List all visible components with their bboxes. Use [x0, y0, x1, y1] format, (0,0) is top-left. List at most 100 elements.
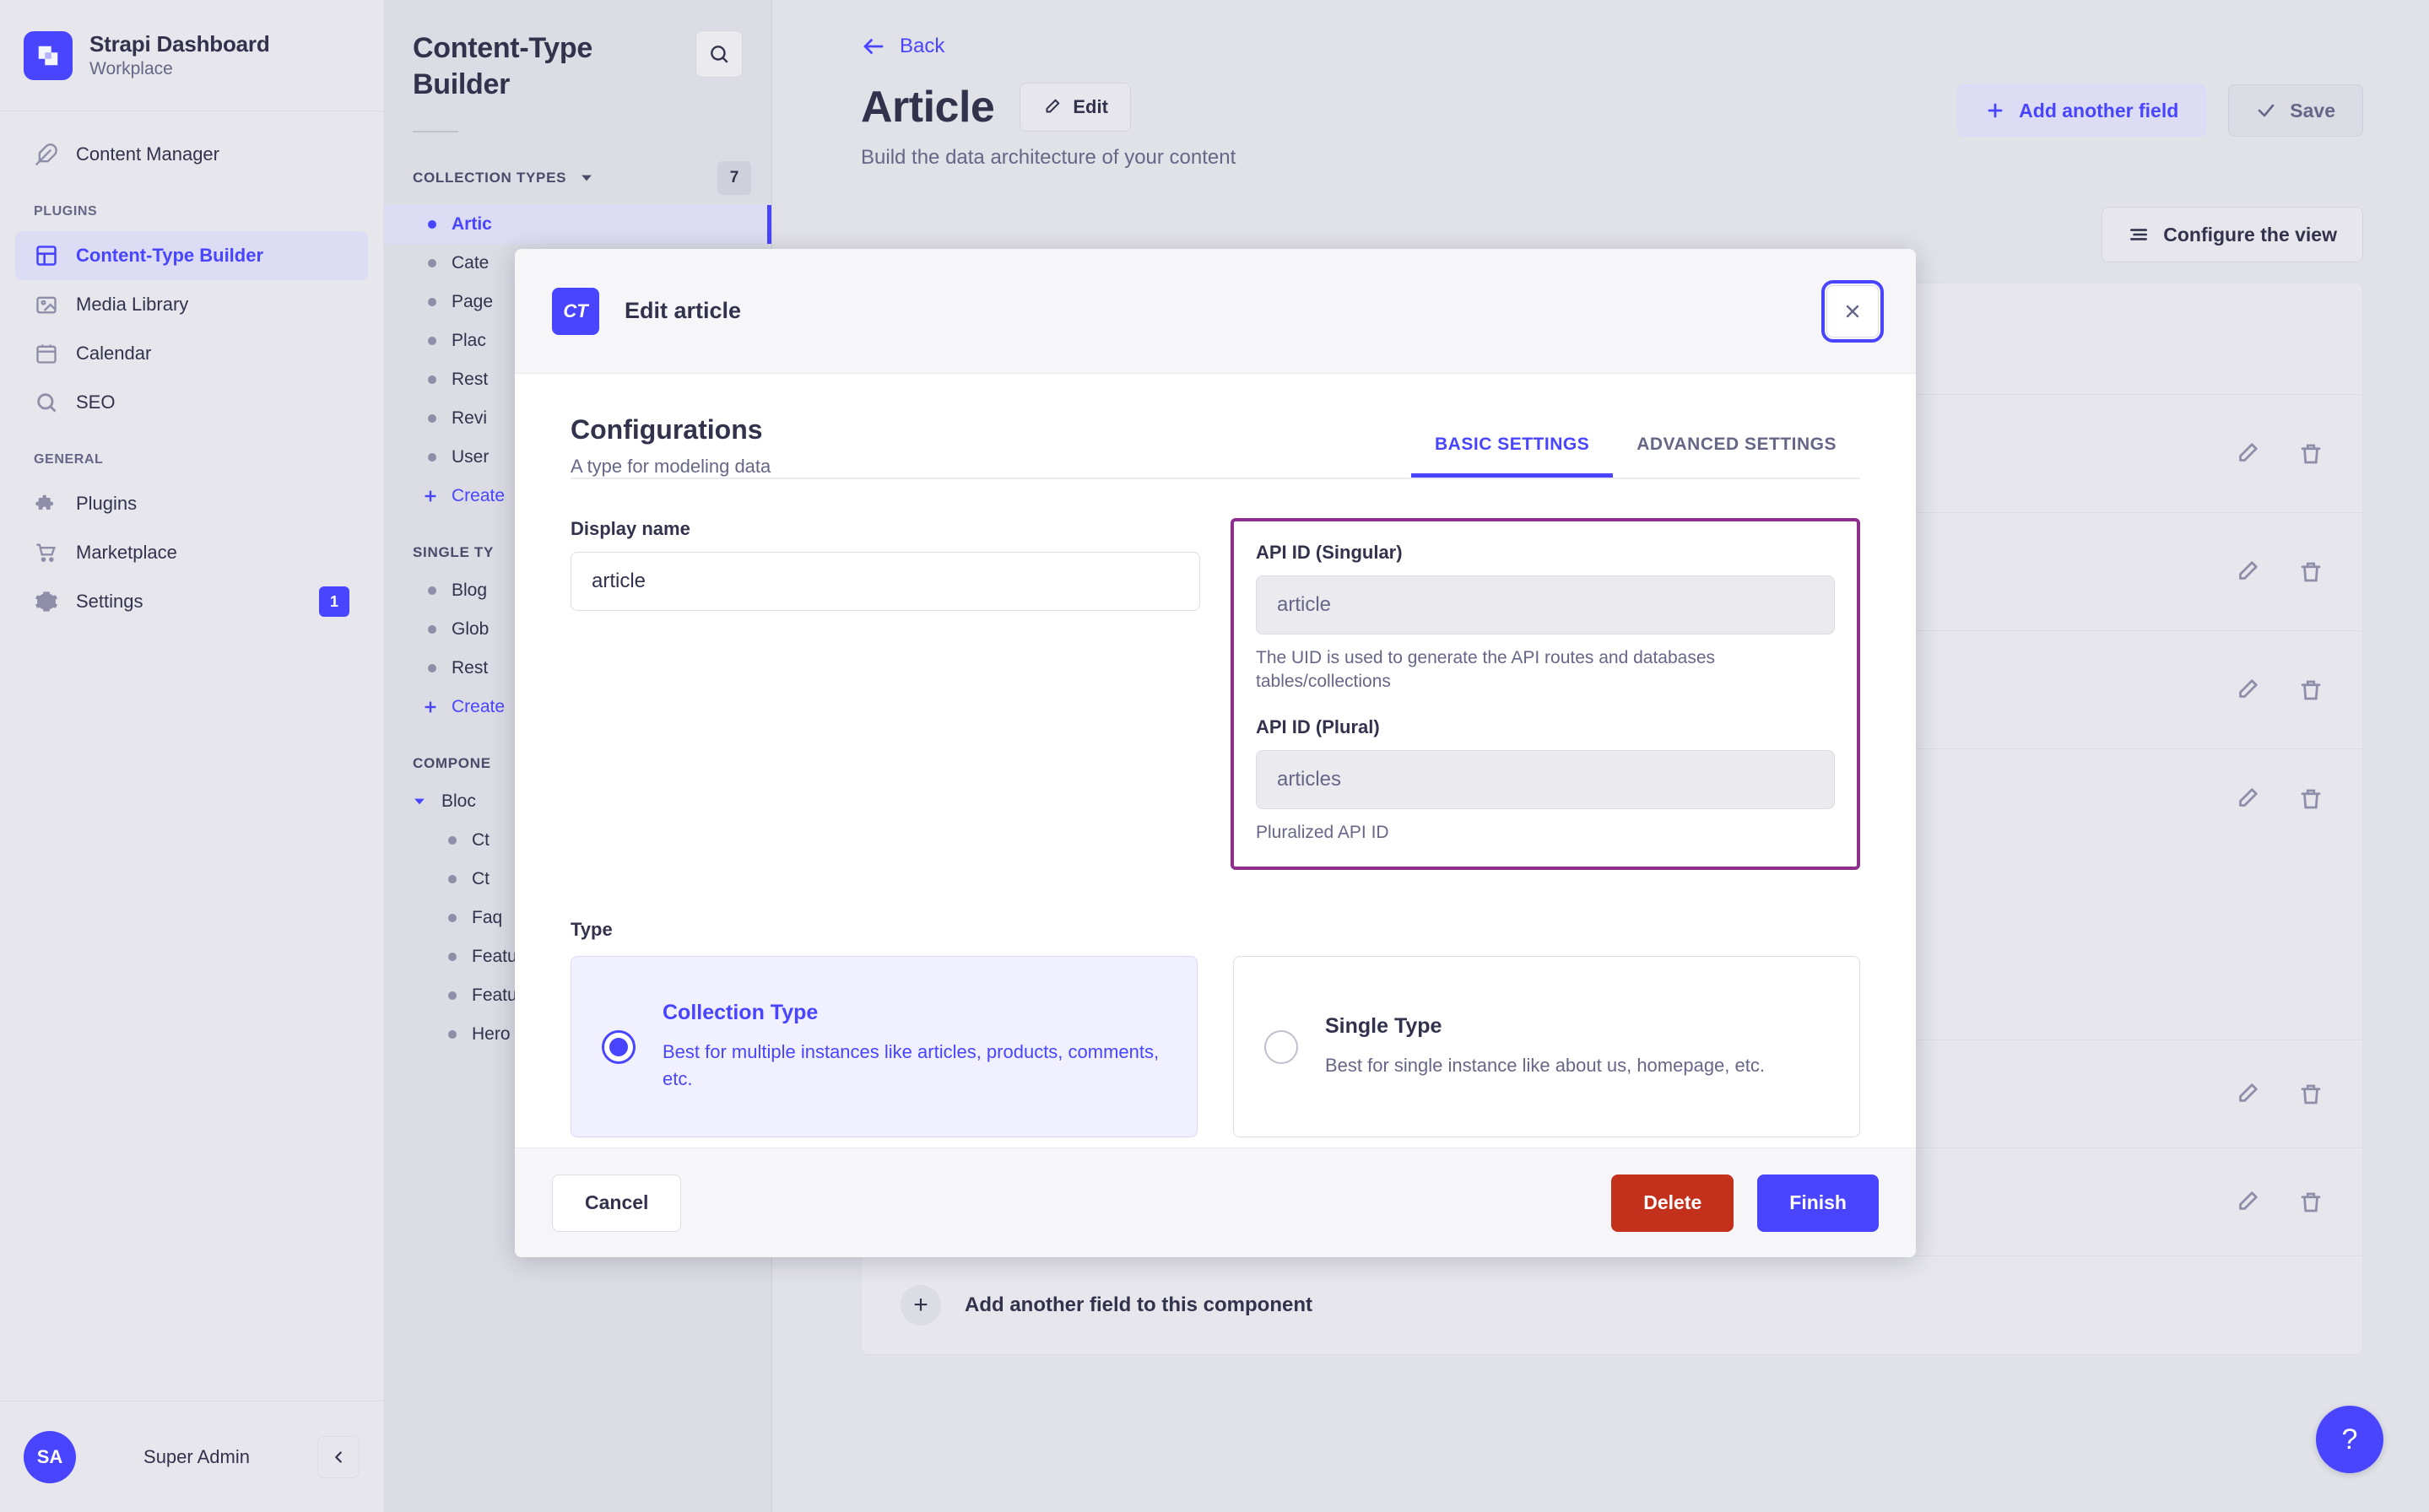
sidebar-item-seo[interactable]: SEO — [15, 378, 368, 427]
sidebar-item-label: Media Library — [76, 294, 189, 315]
api-id-singular-hint: The UID is used to generate the API rout… — [1256, 648, 1716, 692]
settings-tabs: BASIC SETTINGS ADVANCED SETTINGS — [1411, 435, 1860, 478]
trash-icon[interactable] — [2298, 1190, 2324, 1215]
settings-form: Display name API ID (Singular) The UID i… — [571, 518, 1860, 871]
edit-button[interactable]: Edit — [1020, 83, 1131, 132]
ct-item-label: Cate — [452, 253, 490, 273]
ct-group-label: COMPONE — [413, 755, 491, 771]
save-button[interactable]: Save — [2228, 84, 2363, 137]
collapse-sidebar-button[interactable] — [317, 1435, 360, 1478]
display-name-input[interactable] — [571, 552, 1200, 611]
tab-basic-settings[interactable]: BASIC SETTINGS — [1411, 435, 1614, 478]
brand-header: Strapi Dashboard Workplace — [0, 0, 383, 111]
trash-icon[interactable] — [2298, 678, 2324, 703]
ct-item-article[interactable]: Artic — [384, 205, 771, 244]
bullet-icon — [428, 298, 436, 306]
sidebar-item-media-library[interactable]: Media Library — [15, 280, 368, 329]
api-id-singular-input[interactable] — [1256, 575, 1835, 634]
ct-item-label: Ct — [472, 830, 490, 850]
trash-icon[interactable] — [2298, 1082, 2324, 1107]
check-icon — [2256, 100, 2276, 121]
trash-icon[interactable] — [2298, 559, 2324, 585]
api-id-plural-input[interactable] — [1256, 749, 1835, 809]
bullet-icon — [428, 259, 436, 267]
ct-group-count: 7 — [717, 161, 751, 195]
sidebar-item-content-manager[interactable]: Content Manager — [15, 130, 368, 179]
bullet-icon — [428, 414, 436, 423]
search-icon — [708, 43, 730, 65]
ct-group-components[interactable]: COMPONE — [384, 726, 771, 782]
create-link-label: Create — [452, 697, 506, 716]
ct-item-cta-2[interactable]: Ct — [384, 860, 771, 899]
type-option-single-type[interactable]: Single Type Best for single instance lik… — [1233, 956, 1860, 1138]
create-single-type-link[interactable]: Create — [384, 688, 771, 726]
trash-icon[interactable] — [2298, 786, 2324, 812]
ct-component-group-blocks[interactable]: Bloc — [384, 782, 771, 821]
pencil-icon[interactable] — [2234, 441, 2259, 467]
trash-icon[interactable] — [2298, 441, 2324, 467]
radio-single-type[interactable] — [1264, 1029, 1298, 1064]
tab-advanced-settings[interactable]: ADVANCED SETTINGS — [1636, 435, 1837, 454]
ct-group-collection-types[interactable]: COLLECTION TYPES 7 — [384, 132, 771, 205]
pencil-icon[interactable] — [2234, 786, 2259, 812]
pencil-icon[interactable] — [2234, 1082, 2259, 1107]
close-button[interactable] — [1821, 279, 1884, 343]
display-name-column: Display name — [571, 518, 1200, 870]
sidebar-item-marketplace[interactable]: Marketplace — [15, 528, 368, 577]
ct-group-label: COLLECTION TYPES — [413, 170, 567, 186]
ct-item-page[interactable]: Page — [384, 283, 771, 321]
cancel-button[interactable]: Cancel — [552, 1174, 682, 1232]
pencil-icon[interactable] — [2234, 559, 2259, 585]
ct-item-cta-1[interactable]: Ct — [384, 821, 771, 860]
ct-item-hero[interactable]: Hero — [384, 1015, 771, 1054]
ct-item-label: User — [452, 447, 490, 467]
ct-item-global[interactable]: Glob — [384, 610, 771, 649]
ct-item-restaurant-single[interactable]: Rest — [384, 649, 771, 688]
back-link[interactable]: Back — [861, 34, 944, 59]
pencil-icon[interactable] — [2234, 1190, 2259, 1215]
user-name: Super Admin — [143, 1445, 250, 1467]
delete-button[interactable]: Delete — [1611, 1174, 1734, 1232]
finish-button[interactable]: Finish — [1757, 1174, 1879, 1232]
ct-item-label: Page — [452, 292, 494, 311]
help-button[interactable]: ? — [2316, 1406, 2383, 1473]
status-badge: 1 — [319, 586, 349, 617]
sidebar-item-settings[interactable]: Settings 1 — [15, 577, 368, 626]
ct-item-category[interactable]: Cate — [384, 244, 771, 283]
avatar[interactable]: SA — [24, 1430, 76, 1483]
ct-item-review[interactable]: Revi — [384, 399, 771, 438]
ct-item-restaurant[interactable]: Rest — [384, 360, 771, 399]
pencil-icon[interactable] — [2234, 678, 2259, 703]
ct-item-blog[interactable]: Blog — [384, 571, 771, 610]
configure-the-view-button[interactable]: Configure the view — [2102, 207, 2363, 262]
ct-item-label: Artic — [452, 214, 492, 234]
modal-header: CT Edit article — [515, 249, 1916, 374]
sidebar-item-plugins[interactable]: Plugins — [15, 479, 368, 528]
sidebar-nav: Content Manager PLUGINS Content-Type Bui… — [0, 111, 383, 1401]
type-option-collection-type[interactable]: Collection Type Best for multiple instan… — [571, 956, 1198, 1138]
create-collection-type-link[interactable]: Create — [384, 477, 771, 516]
ct-item-faq[interactable]: Faq — [384, 899, 771, 937]
close-icon — [1842, 301, 1863, 321]
ct-group-label: SINGLE TY — [413, 544, 495, 560]
type-option-name: Collection Type — [663, 1001, 819, 1025]
ct-group-single-types[interactable]: SINGLE TY — [384, 516, 771, 571]
add-another-field-to-component-label: Add another field to this component — [965, 1293, 1312, 1316]
ct-item-user[interactable]: User — [384, 438, 771, 477]
add-another-field-to-component-row[interactable]: + Add another field to this component — [862, 1256, 2362, 1354]
sidebar-item-content-type-builder[interactable]: Content-Type Builder — [15, 231, 368, 280]
configurations-row: Configurations A type for modeling data … — [571, 414, 1860, 478]
add-another-field-button[interactable]: Add another field — [1957, 84, 2207, 137]
edit-article-modal: CT Edit article Configurations A type fo… — [515, 249, 1916, 1257]
ct-item-place[interactable]: Plac — [384, 321, 771, 360]
ct-search-button[interactable] — [695, 30, 743, 78]
radio-collection-type[interactable] — [602, 1029, 636, 1064]
plus-icon — [421, 487, 440, 505]
puzzle-icon — [34, 491, 59, 516]
sidebar-item-label: Content-Type Builder — [76, 245, 264, 266]
ct-item-label: Plac — [452, 331, 486, 350]
sidebar-item-calendar[interactable]: Calendar — [15, 329, 368, 378]
calendar-icon — [34, 341, 59, 366]
search-icon — [34, 390, 59, 415]
